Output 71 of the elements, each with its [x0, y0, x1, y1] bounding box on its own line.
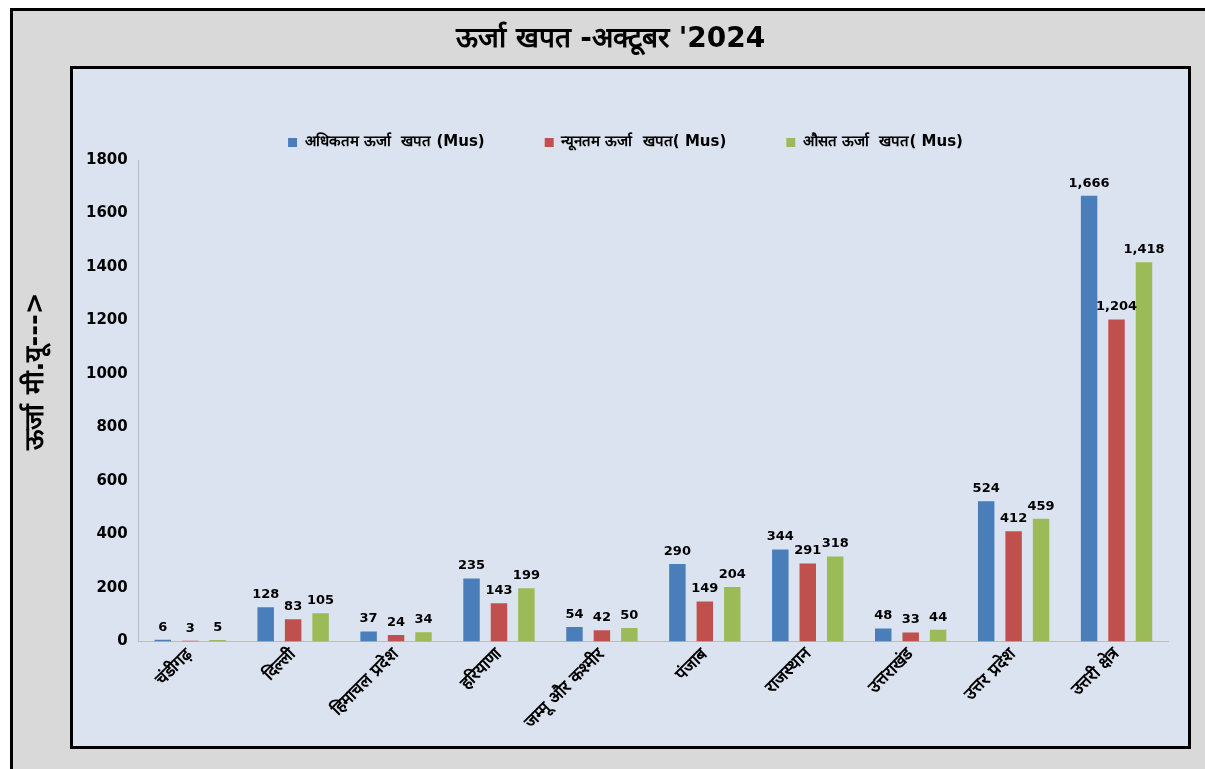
bar: [284, 619, 302, 642]
data-label: 44: [929, 608, 948, 624]
data-label: 290: [663, 542, 691, 558]
data-label: 291: [794, 542, 822, 558]
legend-label: न्यूनतम ऊर्जा खपत( Mus): [560, 132, 727, 152]
bar: [929, 629, 947, 642]
bar: [463, 578, 480, 642]
bar: [772, 549, 789, 642]
bar: [875, 628, 892, 642]
data-label: 33: [901, 611, 920, 627]
data-label: 5: [213, 618, 223, 634]
bar: [1005, 531, 1022, 642]
bar: [826, 556, 844, 642]
data-label: 3: [185, 619, 195, 635]
data-label: 1,666: [1068, 174, 1110, 190]
legend-label: औसत ऊर्जा खपत( Mus): [802, 132, 963, 151]
data-label: 459: [1027, 497, 1055, 513]
bar: [490, 603, 508, 642]
y-tick-label: 200: [96, 577, 128, 596]
data-label: 128: [252, 586, 280, 602]
data-label: 235: [457, 557, 486, 573]
bar: [1032, 518, 1050, 642]
chart-title: ऊर्जा खपत -अक्टूबर '2024: [454, 20, 767, 55]
data-label: 37: [359, 610, 378, 626]
bar: [799, 563, 816, 642]
bar: [696, 601, 714, 642]
bar: [360, 631, 377, 642]
data-label: 83: [284, 598, 303, 614]
data-label: 318: [821, 535, 849, 551]
data-label: 105: [307, 592, 335, 608]
data-label: 34: [414, 611, 433, 627]
bar: [1080, 195, 1098, 642]
data-label: 199: [512, 567, 540, 583]
y-tick-label: 1200: [86, 310, 128, 329]
data-label: 149: [691, 580, 719, 596]
bar: [518, 588, 535, 642]
bar: [387, 635, 405, 642]
bar: [902, 632, 919, 642]
bar: [977, 501, 995, 642]
bar: [669, 563, 686, 642]
data-label: 24: [387, 613, 406, 629]
y-tick-label: 800: [96, 417, 128, 436]
data-label: 42: [592, 609, 611, 625]
data-label: 143: [485, 582, 513, 598]
data-label: 412: [1000, 510, 1028, 526]
data-label: 204: [718, 565, 746, 581]
y-tick-label: 600: [96, 470, 128, 489]
data-label: 1,418: [1123, 241, 1165, 257]
data-label: 344: [766, 528, 794, 544]
bar: [593, 630, 611, 642]
y-tick-label: 400: [96, 524, 128, 543]
y-tick-label: 1800: [86, 149, 128, 168]
y-tick-label: 1400: [86, 256, 128, 275]
bar: [415, 632, 432, 642]
bar: [724, 586, 741, 642]
bar: [257, 607, 274, 642]
legend-label: अधिकतम ऊर्जा खपत (Mus): [304, 132, 485, 151]
y-tick-label: 1000: [86, 363, 128, 382]
data-label: 54: [565, 605, 584, 621]
data-label: 50: [620, 606, 639, 622]
bar: [566, 627, 583, 642]
y-axis-title: ऊर्जा मी.यू--->: [18, 292, 51, 450]
bar: [1108, 319, 1125, 642]
bar: [1135, 262, 1153, 642]
data-label: 524: [972, 480, 1000, 496]
bar: [621, 628, 638, 642]
data-label: 6: [158, 618, 168, 634]
y-tick-label: 1600: [86, 203, 128, 222]
data-label: 48: [874, 607, 893, 623]
y-tick-label: 0: [117, 631, 128, 650]
bar: [312, 613, 329, 642]
